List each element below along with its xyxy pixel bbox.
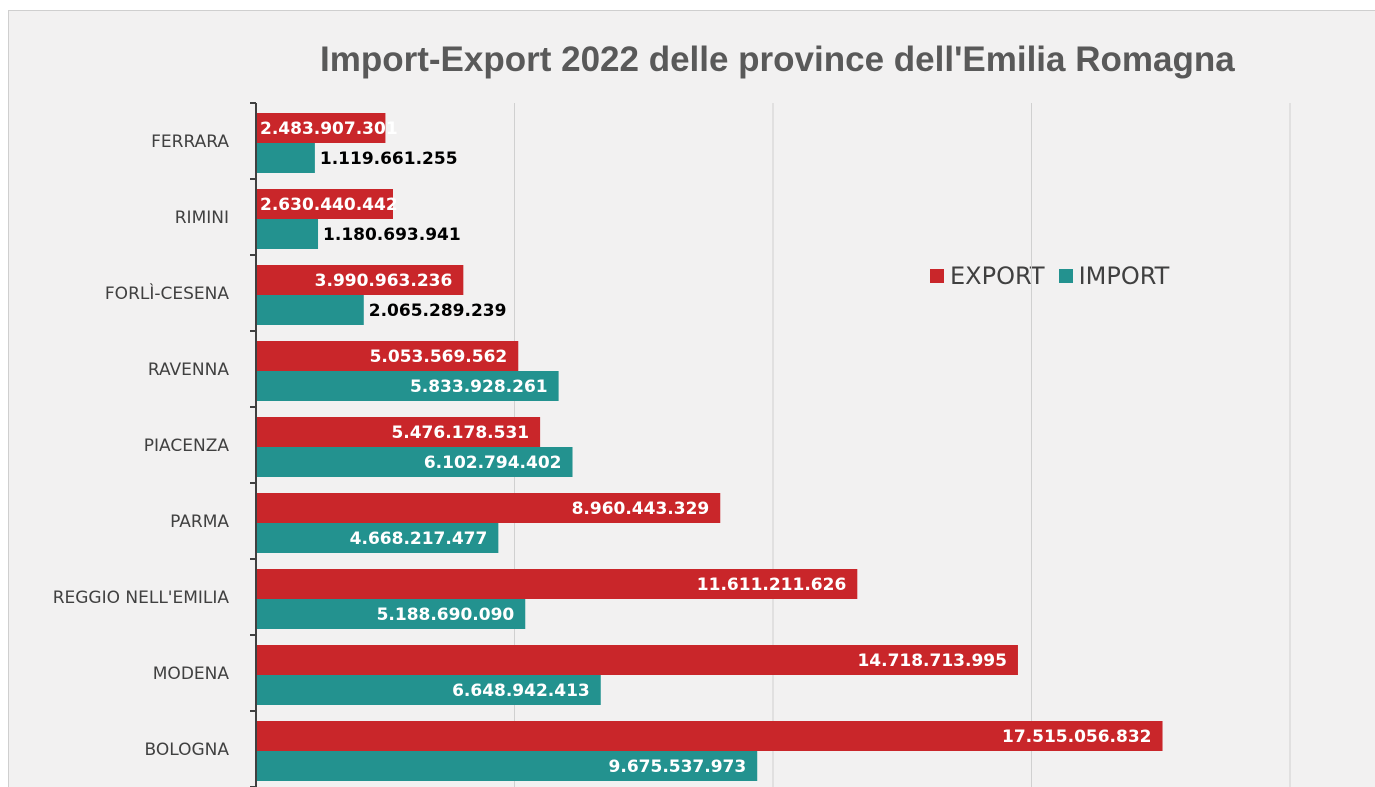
export-bar [257,341,519,371]
category-label: RIMINI [175,208,229,228]
category-label: PARMA [170,512,229,532]
import-bar [257,219,319,249]
import-value-label: 1.119.661.255 [320,149,458,169]
import-bar [257,523,499,553]
category-label: FERRARA [151,132,229,152]
legend-label-import: IMPORT [1078,262,1170,290]
category-label: PIACENZA [144,436,230,456]
import-bar [257,751,758,781]
import-value-label: 1.180.693.941 [323,225,461,245]
export-bar [257,265,464,295]
export-value-label: 5.476.178.531 [391,423,529,443]
export-value-label: 3.990.963.236 [315,271,453,291]
import-bar [257,599,526,629]
import-value-label: 5.188.690.090 [377,605,515,625]
category-label: FORLÌ-CESENA [105,282,229,304]
export-value-label: 5.053.569.562 [370,347,508,367]
export-bar [257,113,386,143]
chart-title: Import-Export 2022 delle province dell'E… [320,40,1235,79]
category-label: MODENA [153,664,230,684]
import-value-label: 9.675.537.973 [609,757,747,777]
legend-item-export: EXPORT [930,262,1045,290]
import-value-label: 4.668.217.477 [350,529,488,549]
export-value-label: 11.611.211.626 [697,575,847,595]
export-bar [257,493,721,523]
import-value-label: 6.648.942.413 [452,681,590,701]
category-label: REGGIO NELL'EMILIA [53,588,230,608]
export-value-label: 14.718.713.995 [857,651,1007,671]
import-bar [257,371,559,401]
legend-swatch-export [930,269,944,283]
export-bar [257,645,1018,675]
export-bar [257,569,858,599]
export-value-label: 8.960.443.329 [572,499,710,519]
export-bar [257,417,541,447]
export-value-label: 17.515.056.832 [1002,727,1152,747]
import-bar [257,143,315,173]
category-label: RAVENNA [148,360,229,380]
export-value-label: 2.630.440.442 [260,195,398,215]
import-bar [257,675,601,705]
category-label: BOLOGNA [144,740,229,760]
export-value-label: 2.483.907.301 [260,119,398,139]
export-bar [257,721,1163,751]
import-value-label: 2.065.289.239 [369,301,507,321]
legend-swatch-import [1058,269,1073,283]
chart-legend: EXPORT IMPORT [930,262,1183,290]
export-bar [257,189,393,219]
import-bar [257,295,364,325]
import-value-label: 6.102.794.402 [424,453,562,473]
import-bar [257,447,573,477]
legend-label-export: EXPORT [950,262,1045,290]
legend-item-import: IMPORT [1058,262,1170,290]
import-value-label: 5.833.928.261 [410,377,548,397]
